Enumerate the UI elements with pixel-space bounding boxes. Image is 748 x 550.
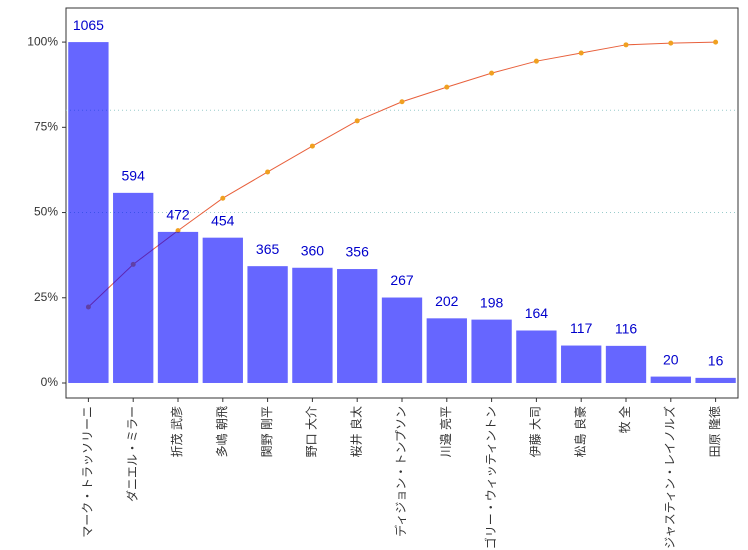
cumulative-point [713,39,719,45]
cumulative-point [399,99,405,105]
y-tick-label: 50% [34,205,58,219]
bar [695,377,736,383]
y-tick-label: 25% [34,290,58,304]
bar [157,231,199,383]
data-label: 356 [346,244,370,260]
x-tick-label: 折茂 武彦 [169,406,184,457]
cumulative-point [533,58,539,64]
x-tick-label: 伊藤 大司 [529,406,543,457]
data-label: 198 [480,294,504,310]
bar [113,192,154,383]
bar [337,269,378,383]
y-tick-label: 100% [27,34,58,48]
bar [247,266,288,383]
x-tick-label: 多嶋 朝飛 [215,406,229,457]
cumulative-point [668,40,674,46]
x-tick-label: マーク・トラッソリーニ [81,406,95,538]
data-label: 365 [256,241,280,257]
data-label: 267 [390,272,414,288]
bar [650,376,691,383]
bar [561,345,602,383]
x-tick-label: ダニエル・ミラー [124,406,139,502]
x-tick-label: 牧 全 [617,406,632,433]
x-tick-label: ジャスティン・レイノルズ [662,406,677,549]
bar [292,267,333,383]
x-tick-label: グレゴリー・ウィッティントン [483,406,498,550]
bar [605,345,647,383]
data-label: 472 [166,207,190,223]
bar [381,297,423,383]
y-tick-label: 0% [41,375,59,389]
y-tick-label: 75% [34,119,58,133]
cumulative-point [354,118,360,124]
cumulative-point [578,50,584,56]
bar [516,330,557,383]
data-label: 360 [301,242,325,258]
data-label: 1065 [73,17,104,33]
cumulative-point [309,143,315,149]
bar [471,319,512,383]
data-label: 202 [435,293,459,309]
x-tick-label: 川邉 亮平 [438,406,453,457]
data-label: 594 [122,168,146,184]
x-tick-label: 関野 剛平 [260,406,274,457]
cumulative-point [175,228,181,234]
data-label: 117 [570,320,593,336]
cumulative-point [444,84,450,90]
x-tick-label: 田原 隆徳 [707,406,722,457]
x-tick-label: 松島 良豪 [572,406,587,457]
data-label: 16 [708,353,724,369]
cumulative-point [220,195,226,201]
data-label: 164 [525,305,549,321]
cumulative-point [265,169,271,175]
data-label: 20 [663,351,679,367]
x-tick-label: 桜井 良太 [348,406,363,457]
bar [202,237,243,383]
cumulative-point [623,42,629,48]
x-tick-label: ディジョン・トンプソン [393,406,408,537]
data-label: 454 [211,212,235,228]
bar [68,42,109,383]
x-tick-label: 野口 大介 [305,406,319,457]
data-label: 116 [615,321,638,337]
cumulative-point [489,70,495,76]
bar [426,318,467,383]
